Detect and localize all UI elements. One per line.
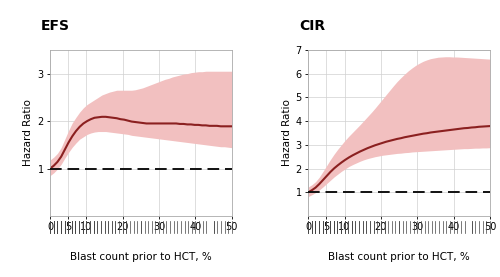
Y-axis label: Hazard Ratio: Hazard Ratio	[282, 99, 292, 166]
X-axis label: Blast count prior to HCT, %: Blast count prior to HCT, %	[328, 252, 470, 262]
Text: EFS: EFS	[41, 19, 70, 33]
Y-axis label: Hazard Ratio: Hazard Ratio	[24, 99, 34, 166]
X-axis label: Blast count prior to HCT, %: Blast count prior to HCT, %	[70, 252, 212, 262]
Text: CIR: CIR	[299, 19, 325, 33]
